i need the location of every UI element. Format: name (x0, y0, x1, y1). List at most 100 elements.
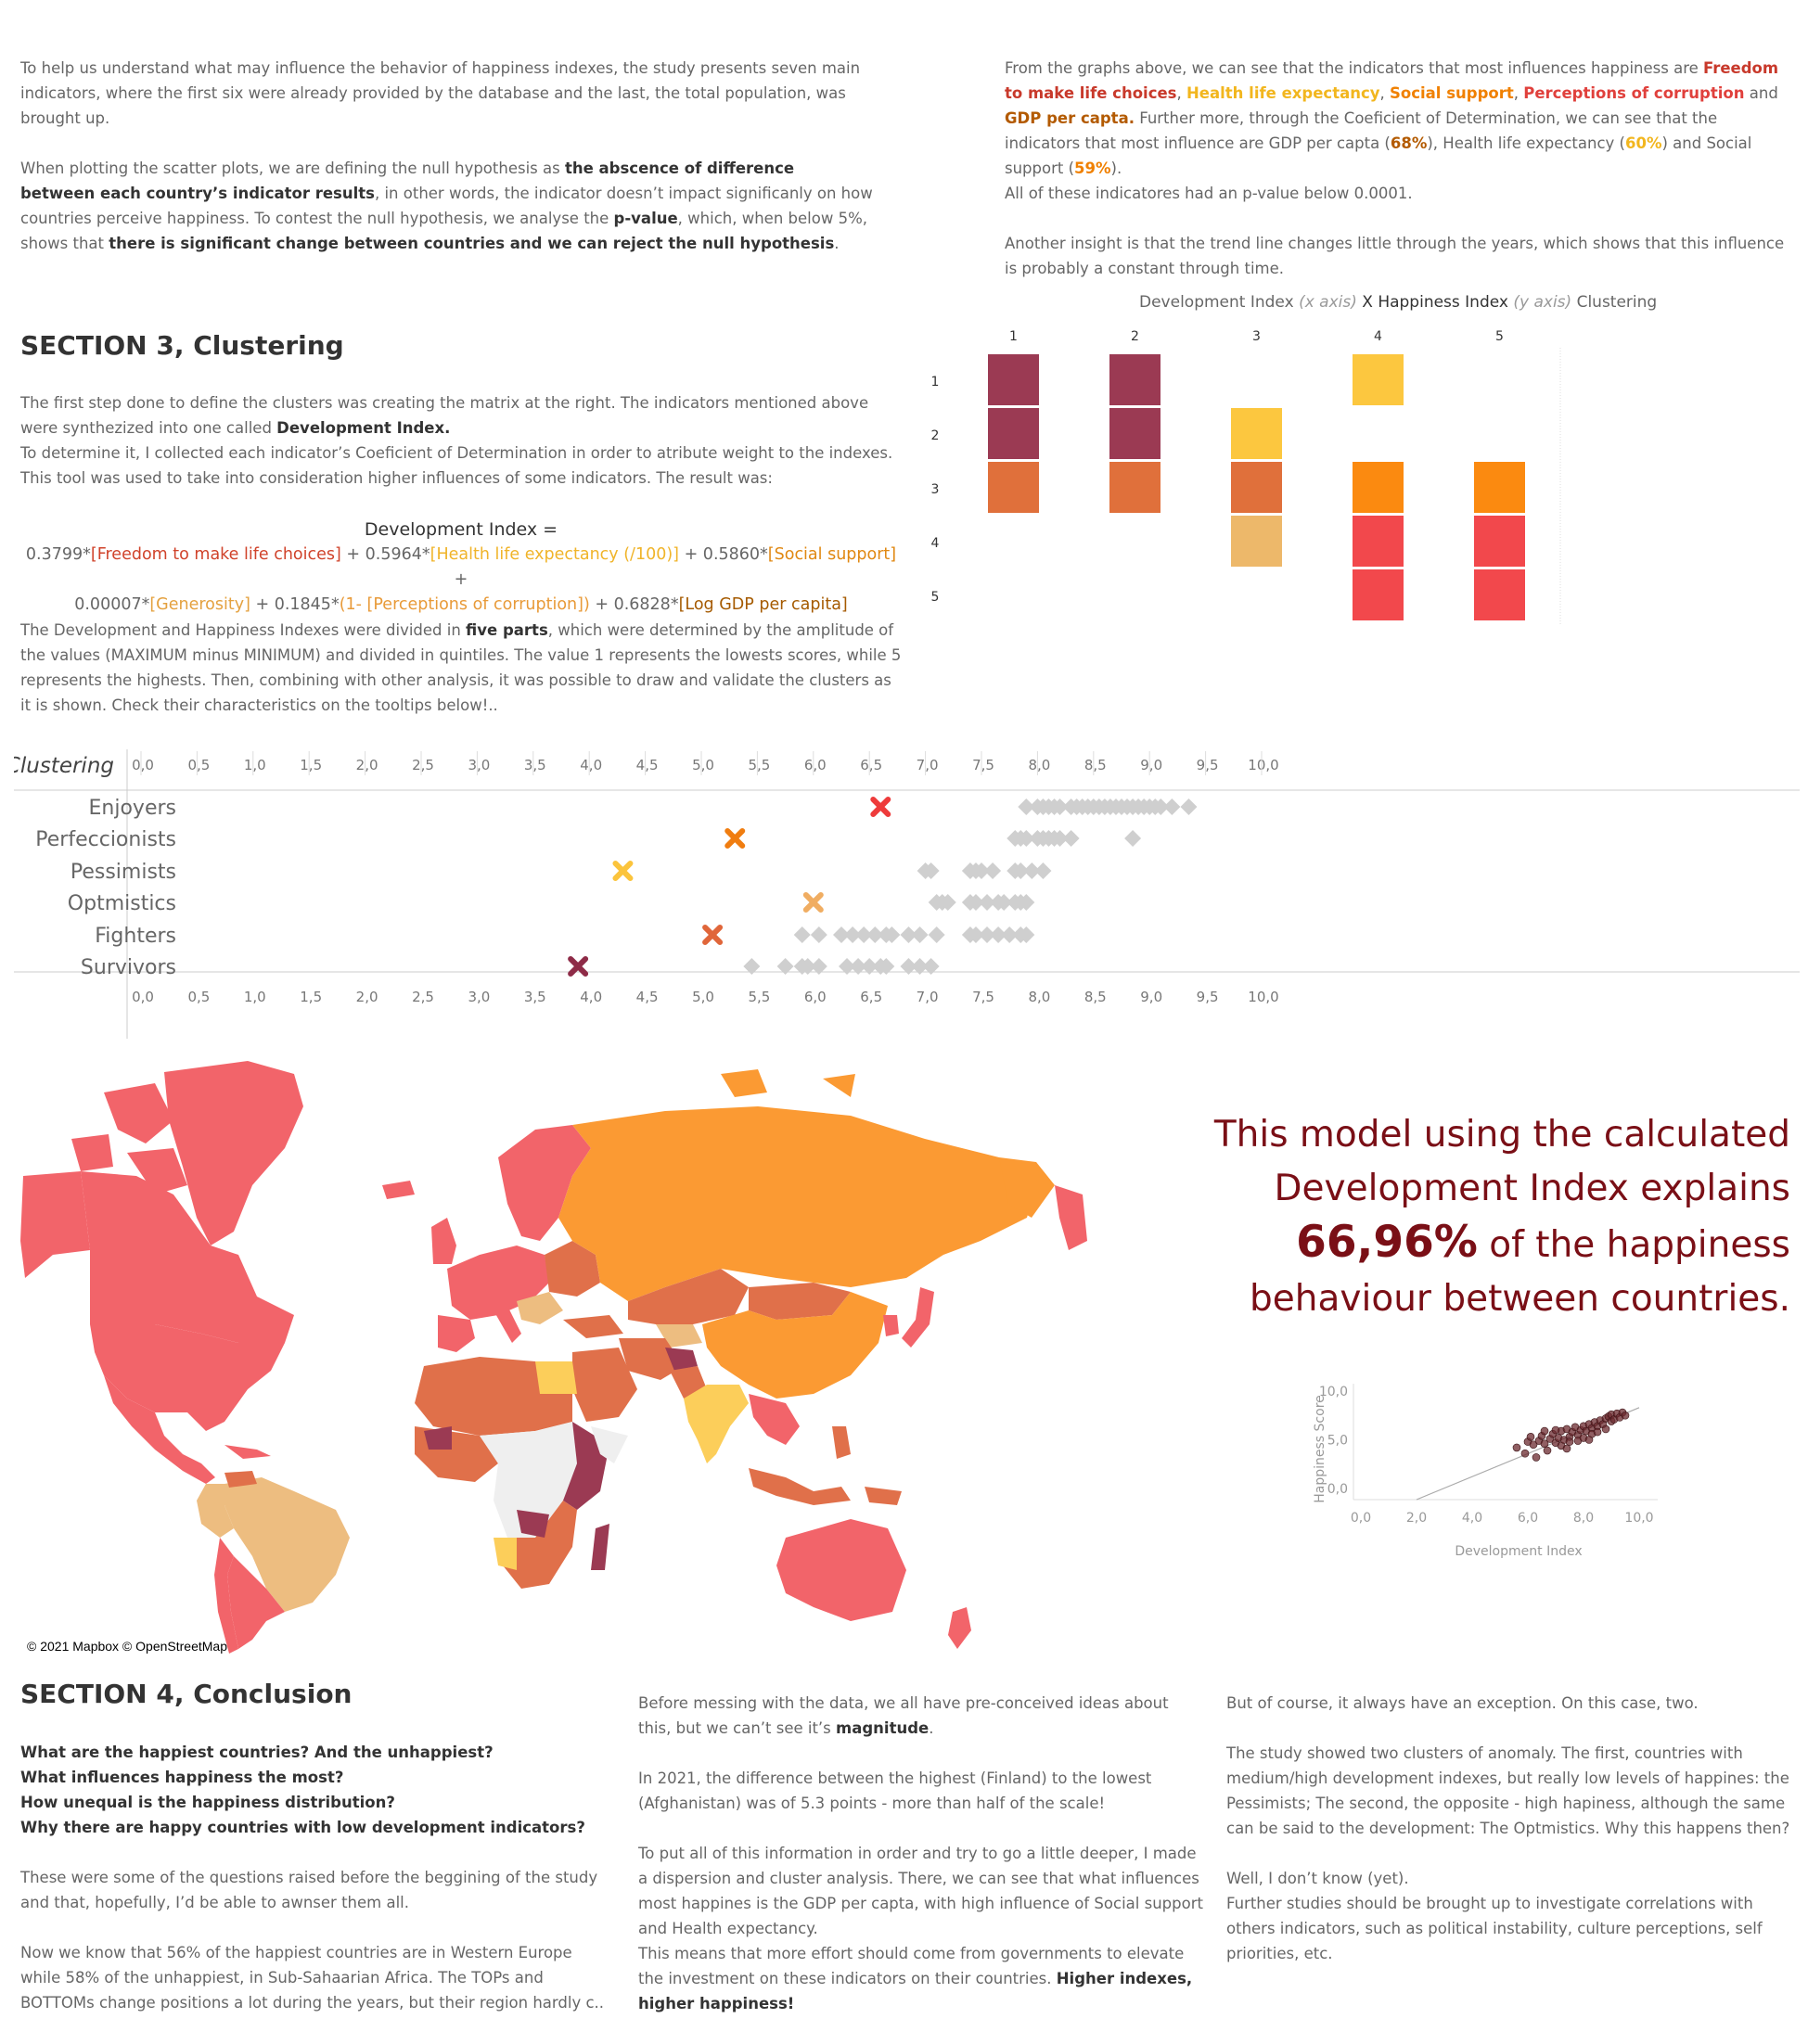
map-central-africa[interactable] (480, 1422, 577, 1538)
reg-point[interactable] (1532, 1453, 1541, 1462)
map-eastern-europe[interactable] (545, 1241, 600, 1297)
reg-point[interactable] (1565, 1437, 1574, 1446)
reg-point[interactable] (1601, 1424, 1610, 1434)
map-turkey[interactable] (563, 1315, 623, 1338)
dotplot-point[interactable] (1062, 830, 1080, 847)
matrix-cell[interactable] (988, 462, 1039, 513)
dotplot-point[interactable] (995, 894, 1013, 911)
map-mexico[interactable] (104, 1375, 215, 1484)
map-russia-north-islands[interactable] (721, 1069, 855, 1097)
map-greenland[interactable] (164, 1061, 303, 1246)
map-southern-africa[interactable] (498, 1501, 577, 1589)
reg-point[interactable] (1520, 1449, 1530, 1458)
dotplot-point[interactable] (911, 926, 929, 943)
dotplot-point[interactable] (861, 958, 878, 975)
dotplot-cluster-marker[interactable] (870, 797, 891, 817)
map-mali[interactable] (424, 1426, 452, 1450)
dotplot-point[interactable] (1018, 926, 1035, 943)
dotplot-point[interactable] (1051, 798, 1069, 815)
map-philippines[interactable] (832, 1426, 851, 1459)
matrix-cell[interactable] (1231, 408, 1282, 459)
dotplot-point[interactable] (1180, 798, 1198, 815)
dotplot-point[interactable] (833, 926, 850, 943)
dotplot-point[interactable] (922, 862, 940, 879)
map-se-asia[interactable] (749, 1394, 800, 1445)
matrix-cell[interactable] (1474, 516, 1525, 567)
dotplot-cluster-marker[interactable] (802, 892, 824, 913)
dotplot-point[interactable] (1001, 926, 1019, 943)
map-balkans[interactable] (517, 1292, 563, 1324)
map-italy[interactable] (494, 1306, 521, 1343)
dotplot-point[interactable] (1012, 862, 1030, 879)
dotplot-point[interactable] (1023, 862, 1041, 879)
map-iberia[interactable] (438, 1315, 475, 1352)
reg-point[interactable] (1529, 1440, 1538, 1450)
dotplot-point[interactable] (850, 958, 867, 975)
dotplot-point[interactable] (979, 926, 996, 943)
dotplot-point[interactable] (922, 958, 940, 975)
dotplot-point[interactable] (1018, 830, 1035, 847)
map-venezuela[interactable] (224, 1471, 257, 1488)
map-canada-islands[interactable] (71, 1083, 187, 1194)
map-canada[interactable] (81, 1171, 294, 1343)
reg-point[interactable] (1543, 1446, 1552, 1455)
map-russia[interactable] (558, 1106, 1036, 1301)
map-namibia[interactable] (494, 1538, 517, 1570)
map-indonesia[interactable] (749, 1468, 851, 1505)
reg-point[interactable] (1621, 1411, 1630, 1420)
dotplot-point[interactable] (793, 926, 811, 943)
reg-point[interactable] (1540, 1426, 1549, 1436)
map-chile[interactable] (214, 1538, 238, 1654)
map-north-africa[interactable] (415, 1357, 572, 1436)
dotplot-point[interactable] (973, 862, 990, 879)
matrix-cell[interactable] (1109, 462, 1160, 513)
matrix-cell[interactable] (1353, 516, 1404, 567)
map-japan[interactable] (902, 1287, 934, 1348)
matrix-cell[interactable] (988, 408, 1039, 459)
reg-point[interactable] (1551, 1425, 1560, 1435)
dotplot-point[interactable] (967, 926, 984, 943)
reg-point[interactable] (1526, 1433, 1535, 1441)
matrix-cell[interactable] (1353, 569, 1404, 620)
map-brazil[interactable] (224, 1477, 350, 1612)
map-andes[interactable] (197, 1484, 234, 1538)
dotplot-cluster-marker[interactable] (724, 828, 746, 849)
dotplot-point[interactable] (799, 958, 816, 975)
map-arabia[interactable] (572, 1348, 637, 1422)
map-caribbean[interactable] (224, 1445, 271, 1459)
map-madagascar[interactable] (591, 1524, 609, 1570)
dotplot-point[interactable] (928, 926, 945, 943)
reg-point[interactable] (1562, 1444, 1571, 1453)
dotplot-point[interactable] (984, 862, 1002, 879)
dotplot-cluster-marker[interactable] (702, 925, 724, 945)
map-mongolia[interactable] (749, 1283, 851, 1320)
map-egypt[interactable] (535, 1361, 577, 1394)
map-afghanistan[interactable] (665, 1348, 698, 1371)
world-map[interactable]: © 2021 Mapbox © OpenStreetMap (16, 1055, 1094, 1656)
matrix-cell[interactable] (1231, 516, 1282, 567)
dotplot-point[interactable] (1051, 830, 1069, 847)
dotplot-point[interactable] (1018, 894, 1035, 911)
matrix-cell[interactable] (1353, 354, 1404, 405)
map-angola-zambia[interactable] (517, 1510, 549, 1538)
dotplot-cluster-marker[interactable] (612, 861, 634, 881)
map-bering-east[interactable] (1055, 1185, 1087, 1250)
dotplot-point[interactable] (1152, 798, 1170, 815)
dotplot-point[interactable] (776, 958, 794, 975)
dotplot-point[interactable] (990, 926, 1007, 943)
dotplot-point[interactable] (967, 894, 984, 911)
matrix-cell[interactable] (1474, 569, 1525, 620)
dotplot-point[interactable] (939, 894, 956, 911)
map-horn[interactable] (591, 1426, 628, 1463)
map-kazakhstan[interactable] (628, 1269, 749, 1324)
dotplot-point[interactable] (844, 926, 862, 943)
map-png[interactable] (865, 1487, 902, 1505)
dotplot-point[interactable] (866, 926, 884, 943)
map-uk[interactable] (431, 1218, 456, 1264)
matrix-cell[interactable] (1109, 408, 1160, 459)
map-scandinavia[interactable] (498, 1125, 591, 1241)
reg-point[interactable] (1593, 1427, 1602, 1437)
map-australia[interactable] (776, 1519, 906, 1621)
dotplot-point[interactable] (900, 926, 917, 943)
dotplot-point[interactable] (1034, 862, 1052, 879)
